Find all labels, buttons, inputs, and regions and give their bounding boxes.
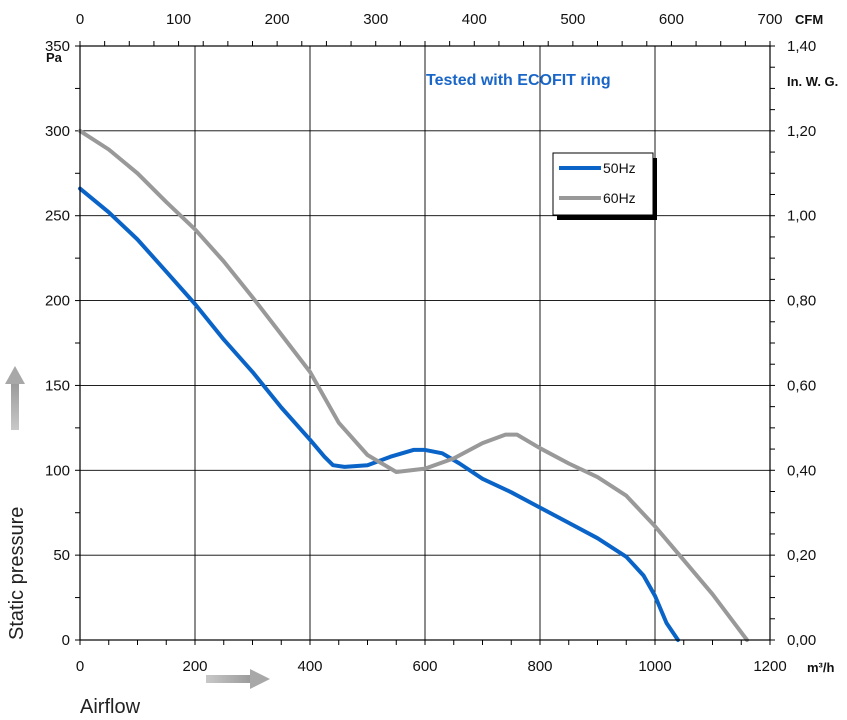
legend-label-60hz: 60Hz xyxy=(603,190,636,206)
x-axis-title: Airflow xyxy=(80,696,141,718)
x-tick-label: 200 xyxy=(182,658,207,675)
y2-tick-label: 0,80 xyxy=(787,293,816,310)
x-tick-label: 0 xyxy=(76,658,84,675)
y2-tick-label: 1,20 xyxy=(787,123,816,140)
x-tick-label: 1000 xyxy=(638,658,671,675)
y2-tick-label: 1,40 xyxy=(787,38,816,55)
y-tick-label: 100 xyxy=(45,462,70,479)
plot-frame xyxy=(79,45,771,641)
legend-box xyxy=(552,152,654,216)
legend-label-50hz: 50Hz xyxy=(603,160,636,176)
y2-tick-label: 0,60 xyxy=(787,377,816,394)
y-tick-label: 250 xyxy=(45,208,70,225)
series-line-60hz xyxy=(78,128,749,642)
y-tick-label: 200 xyxy=(45,293,70,310)
x2-tick-label: 100 xyxy=(166,11,191,28)
x2-tick-label: 200 xyxy=(265,11,290,28)
x2-tick-label: 0 xyxy=(76,11,84,28)
x2-tick-label: 400 xyxy=(462,11,487,28)
x2-unit-label: CFM xyxy=(795,12,823,27)
y-tick-label: 150 xyxy=(45,377,70,394)
y2-tick-label: 1,00 xyxy=(787,208,816,225)
series-line-50hz xyxy=(78,186,680,642)
x-tick-label: 600 xyxy=(412,658,437,675)
x2-tick-label: 600 xyxy=(659,11,684,28)
grid xyxy=(80,46,770,640)
x2-tick-label: 700 xyxy=(757,11,782,28)
x2-tick-label: 500 xyxy=(560,11,585,28)
x2-tick-label: 300 xyxy=(363,11,388,28)
y2-unit-label: In. W. G. xyxy=(787,74,838,89)
chart-annotation: Tested with ECOFIT ring xyxy=(426,72,611,89)
series-lines xyxy=(78,128,749,642)
x-direction-arrow-icon xyxy=(206,669,270,689)
y-tick-label: 50 xyxy=(53,547,70,564)
y-tick-label: 300 xyxy=(45,123,70,140)
x-tick-label: 800 xyxy=(527,658,552,675)
y2-tick-label: 0,20 xyxy=(787,547,816,564)
minor-ticks xyxy=(75,41,775,645)
y-axis-title: Static pressure xyxy=(6,507,28,640)
y-tick-label: 0 xyxy=(62,632,70,649)
y2-tick-label: 0,00 xyxy=(787,632,816,649)
x-tick-label: 400 xyxy=(297,658,322,675)
x-tick-label: 1200 xyxy=(753,658,786,675)
y2-tick-label: 0,40 xyxy=(787,462,816,479)
legend: 50Hz 60Hz xyxy=(552,152,657,220)
y-unit-label: Pa xyxy=(46,50,63,65)
x-unit-label: m³/h xyxy=(807,660,835,675)
y-direction-arrow-icon xyxy=(5,366,25,430)
y-tick-label: 350 xyxy=(45,38,70,55)
